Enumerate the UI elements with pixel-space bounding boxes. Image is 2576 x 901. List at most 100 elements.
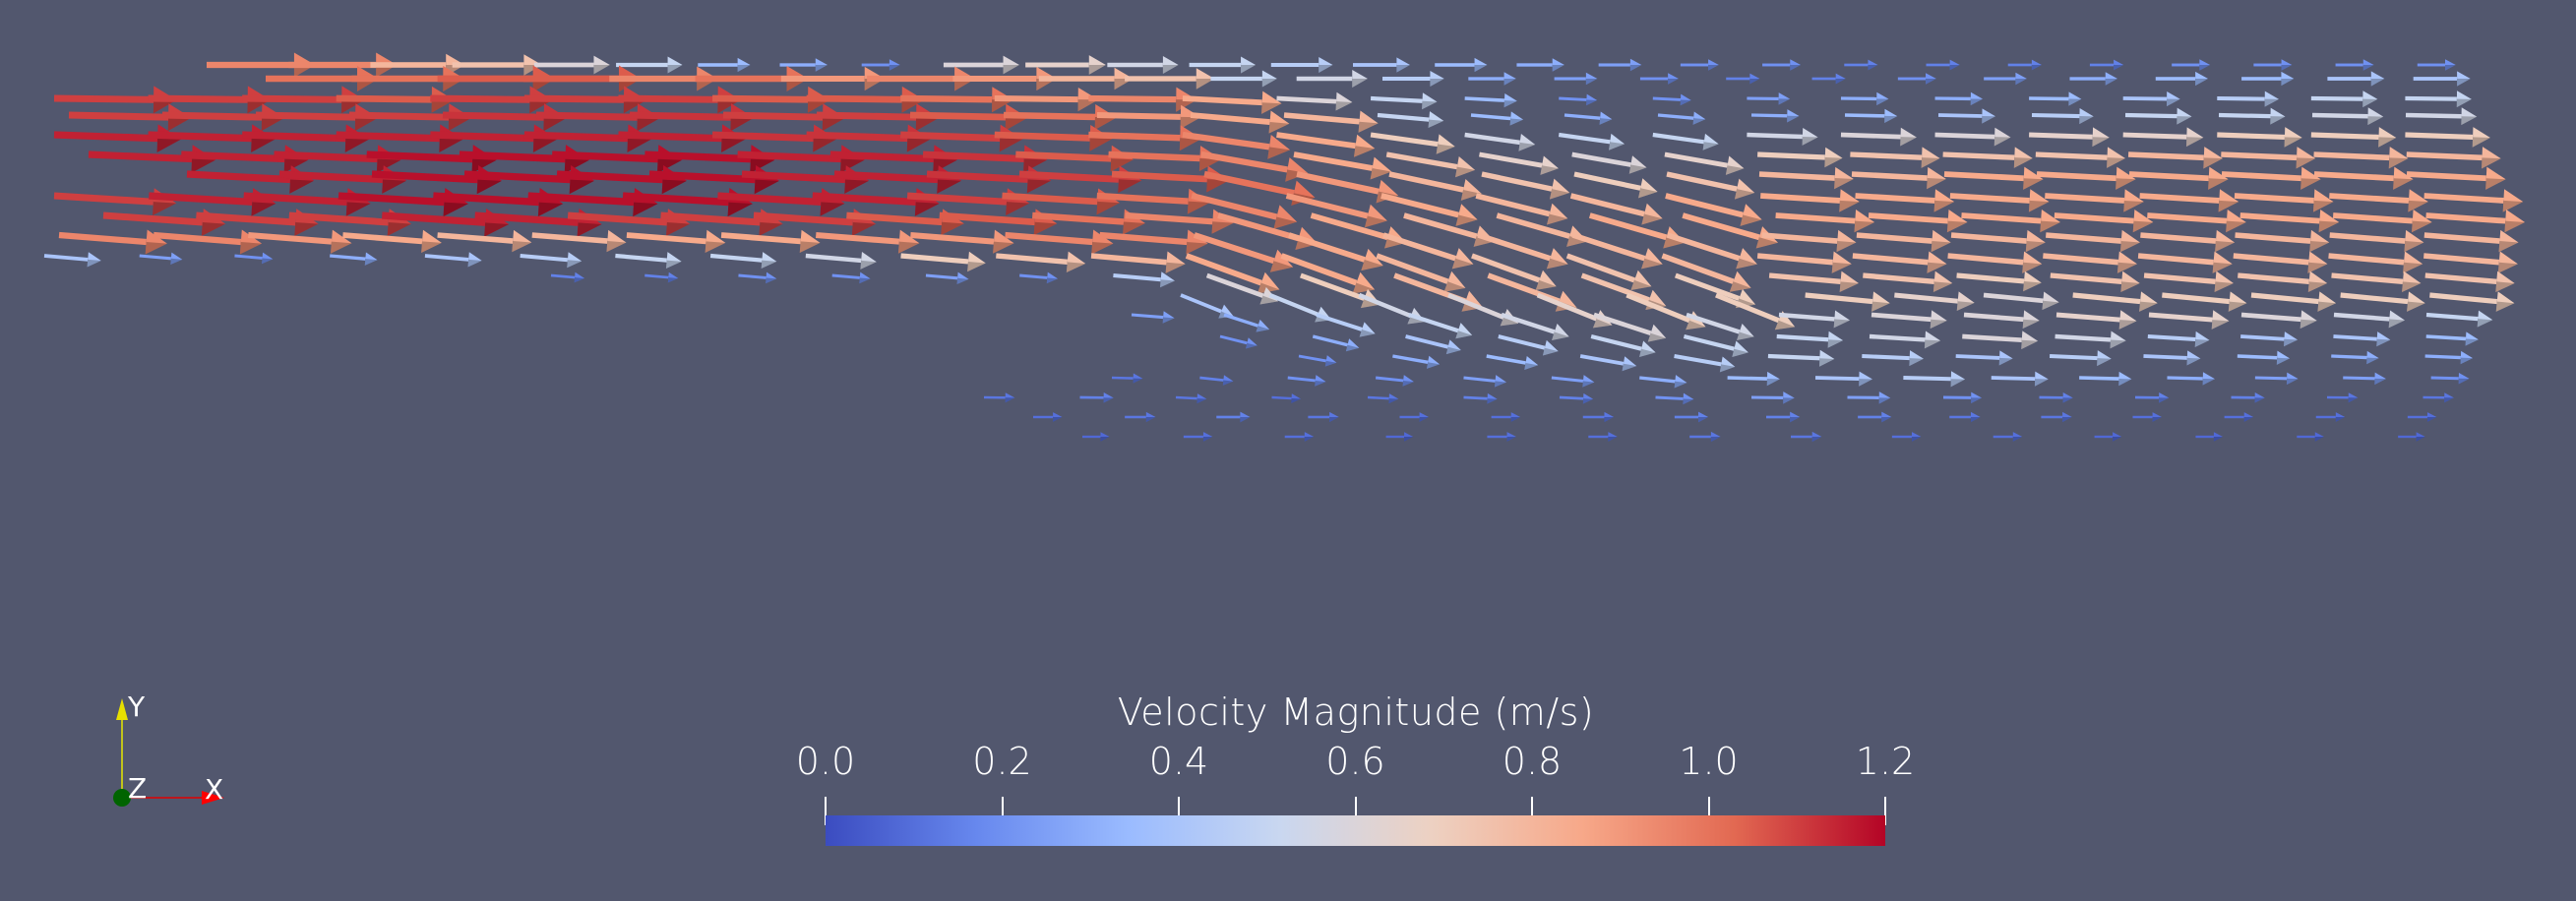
velocity-arrow-icon	[2089, 59, 2124, 71]
velocity-arrow-icon	[2406, 166, 2506, 190]
velocity-arrow-icon	[1180, 293, 1234, 319]
velocity-arrow-icon	[1385, 432, 1414, 442]
velocity-arrow-icon	[139, 252, 183, 266]
velocity-arrow-icon	[1747, 128, 1818, 146]
colorbar-tick	[1354, 797, 1357, 825]
velocity-arrow-icon	[1498, 334, 1559, 356]
velocity-arrow-icon	[1855, 189, 1955, 212]
velocity-arrow-icon	[698, 57, 751, 73]
velocity-arrow-icon	[1283, 110, 1379, 133]
velocity-arrow-icon	[1571, 151, 1647, 174]
velocity-arrow-icon	[243, 188, 371, 216]
velocity-arrow-icon	[2333, 310, 2406, 329]
velocity-arrow-icon	[1501, 312, 1569, 340]
velocity-arrow-icon	[983, 392, 1015, 403]
velocity-arrow-icon	[1926, 59, 1960, 71]
velocity-arrow-icon	[2147, 330, 2210, 347]
velocity-arrow-icon	[1776, 330, 1844, 348]
velocity-arrow-icon	[2094, 432, 2122, 442]
velocity-arrow-icon	[1588, 432, 1618, 442]
velocity-arrow-icon	[1814, 371, 1872, 387]
velocity-arrow-icon	[1193, 232, 1294, 272]
colorbar-tick	[1178, 797, 1180, 825]
velocity-arrow-icon	[2405, 90, 2472, 108]
velocity-arrow-icon	[2313, 147, 2409, 169]
velocity-arrow-icon	[2039, 391, 2073, 403]
velocity-arrow-icon	[2046, 229, 2140, 253]
velocity-arrow-icon	[533, 55, 610, 75]
velocity-arrow-icon	[2413, 71, 2471, 87]
velocity-arrow-icon	[2035, 147, 2126, 168]
velocity-arrow-icon	[1481, 171, 1570, 200]
velocity-arrow-icon	[1956, 270, 2042, 292]
velocity-arrow-icon	[1375, 375, 1414, 387]
velocity-arrow-icon	[1002, 188, 1120, 215]
velocity-arrow-icon	[2343, 372, 2386, 386]
velocity-arrow-icon	[2237, 350, 2291, 365]
velocity-arrow-icon	[2250, 291, 2337, 312]
velocity-arrow-icon	[1657, 111, 1706, 125]
velocity-arrow-icon	[994, 88, 1099, 112]
velocity-arrow-icon	[1683, 333, 1748, 357]
velocity-arrow-icon	[644, 271, 679, 283]
colorbar-label: 0.8	[1502, 740, 1563, 783]
velocity-arrow-icon	[2241, 71, 2295, 87]
velocity-arrow-icon	[660, 209, 783, 236]
velocity-arrow-icon	[1487, 272, 1577, 312]
velocity-arrow-icon	[1891, 432, 1922, 442]
velocity-arrow-icon	[1639, 375, 1687, 389]
velocity-arrow-icon	[1674, 411, 1709, 423]
velocity-arrow-icon	[2139, 189, 2239, 212]
velocity-arrow-icon	[1961, 210, 2060, 233]
velocity-arrow-icon	[1573, 171, 1658, 199]
velocity-arrow-icon	[1579, 354, 1637, 372]
velocity-arrow-icon	[2224, 412, 2254, 422]
velocity-arrow-icon	[2405, 127, 2490, 148]
velocity-arrow-icon	[1486, 354, 1539, 371]
velocity-arrow-icon	[248, 229, 352, 254]
velocity-arrow-icon	[1766, 411, 1801, 423]
velocity-arrow-icon	[2310, 127, 2397, 148]
velocity-arrow-icon	[2425, 331, 2479, 346]
velocity-arrow-icon	[1750, 109, 1800, 123]
velocity-arrow-icon	[1025, 55, 1106, 75]
velocity-arrow-icon	[1758, 166, 1854, 190]
velocity-arrow-icon	[1750, 391, 1795, 404]
velocity-arrow-icon	[1852, 251, 1947, 273]
velocity-arrow-icon	[2235, 229, 2330, 253]
velocity-arrow-icon	[2132, 412, 2162, 422]
velocity-arrow-icon	[1284, 432, 1315, 442]
velocity-arrow-icon	[1223, 313, 1270, 332]
velocity-arrow-icon	[1862, 350, 1924, 367]
velocity-arrow-icon	[1019, 271, 1059, 284]
velocity-arrow-icon	[43, 252, 101, 268]
velocity-arrow-icon	[153, 229, 263, 255]
velocity-arrow-icon	[2043, 251, 2137, 273]
velocity-arrow-icon	[1296, 70, 1368, 88]
velocity-arrow-icon	[2329, 229, 2424, 253]
velocity-arrow-icon	[1033, 412, 1063, 422]
velocity-arrow-icon	[2041, 411, 2072, 423]
velocity-arrow-icon	[1598, 58, 1642, 72]
velocity-arrow-icon	[1760, 189, 1860, 212]
velocity-arrow-icon	[1191, 192, 1298, 229]
velocity-arrow-icon	[1268, 293, 1332, 323]
velocity-arrow-icon	[1190, 110, 1290, 134]
velocity-arrow-icon	[1479, 151, 1559, 175]
velocity-arrow-icon	[2331, 350, 2379, 365]
velocity-arrow-icon	[2167, 372, 2215, 386]
velocity-arrow-icon	[1942, 391, 1982, 404]
velocity-arrow-icon	[1858, 411, 1892, 423]
velocity-arrow-icon	[1559, 392, 1594, 404]
velocity-arrow-icon	[1185, 253, 1280, 294]
velocity-arrow-icon	[1470, 111, 1524, 126]
velocity-arrow-icon	[1293, 151, 1392, 180]
velocity-arrow-icon	[2069, 72, 2117, 86]
velocity-arrow-icon	[550, 271, 585, 283]
velocity-arrow-icon	[1558, 132, 1625, 150]
velocity-arrow-icon	[2407, 412, 2437, 422]
velocity-arrow-icon	[1377, 111, 1444, 129]
velocity-arrow-icon	[1689, 431, 1721, 443]
velocity-arrow-icon	[424, 252, 482, 268]
